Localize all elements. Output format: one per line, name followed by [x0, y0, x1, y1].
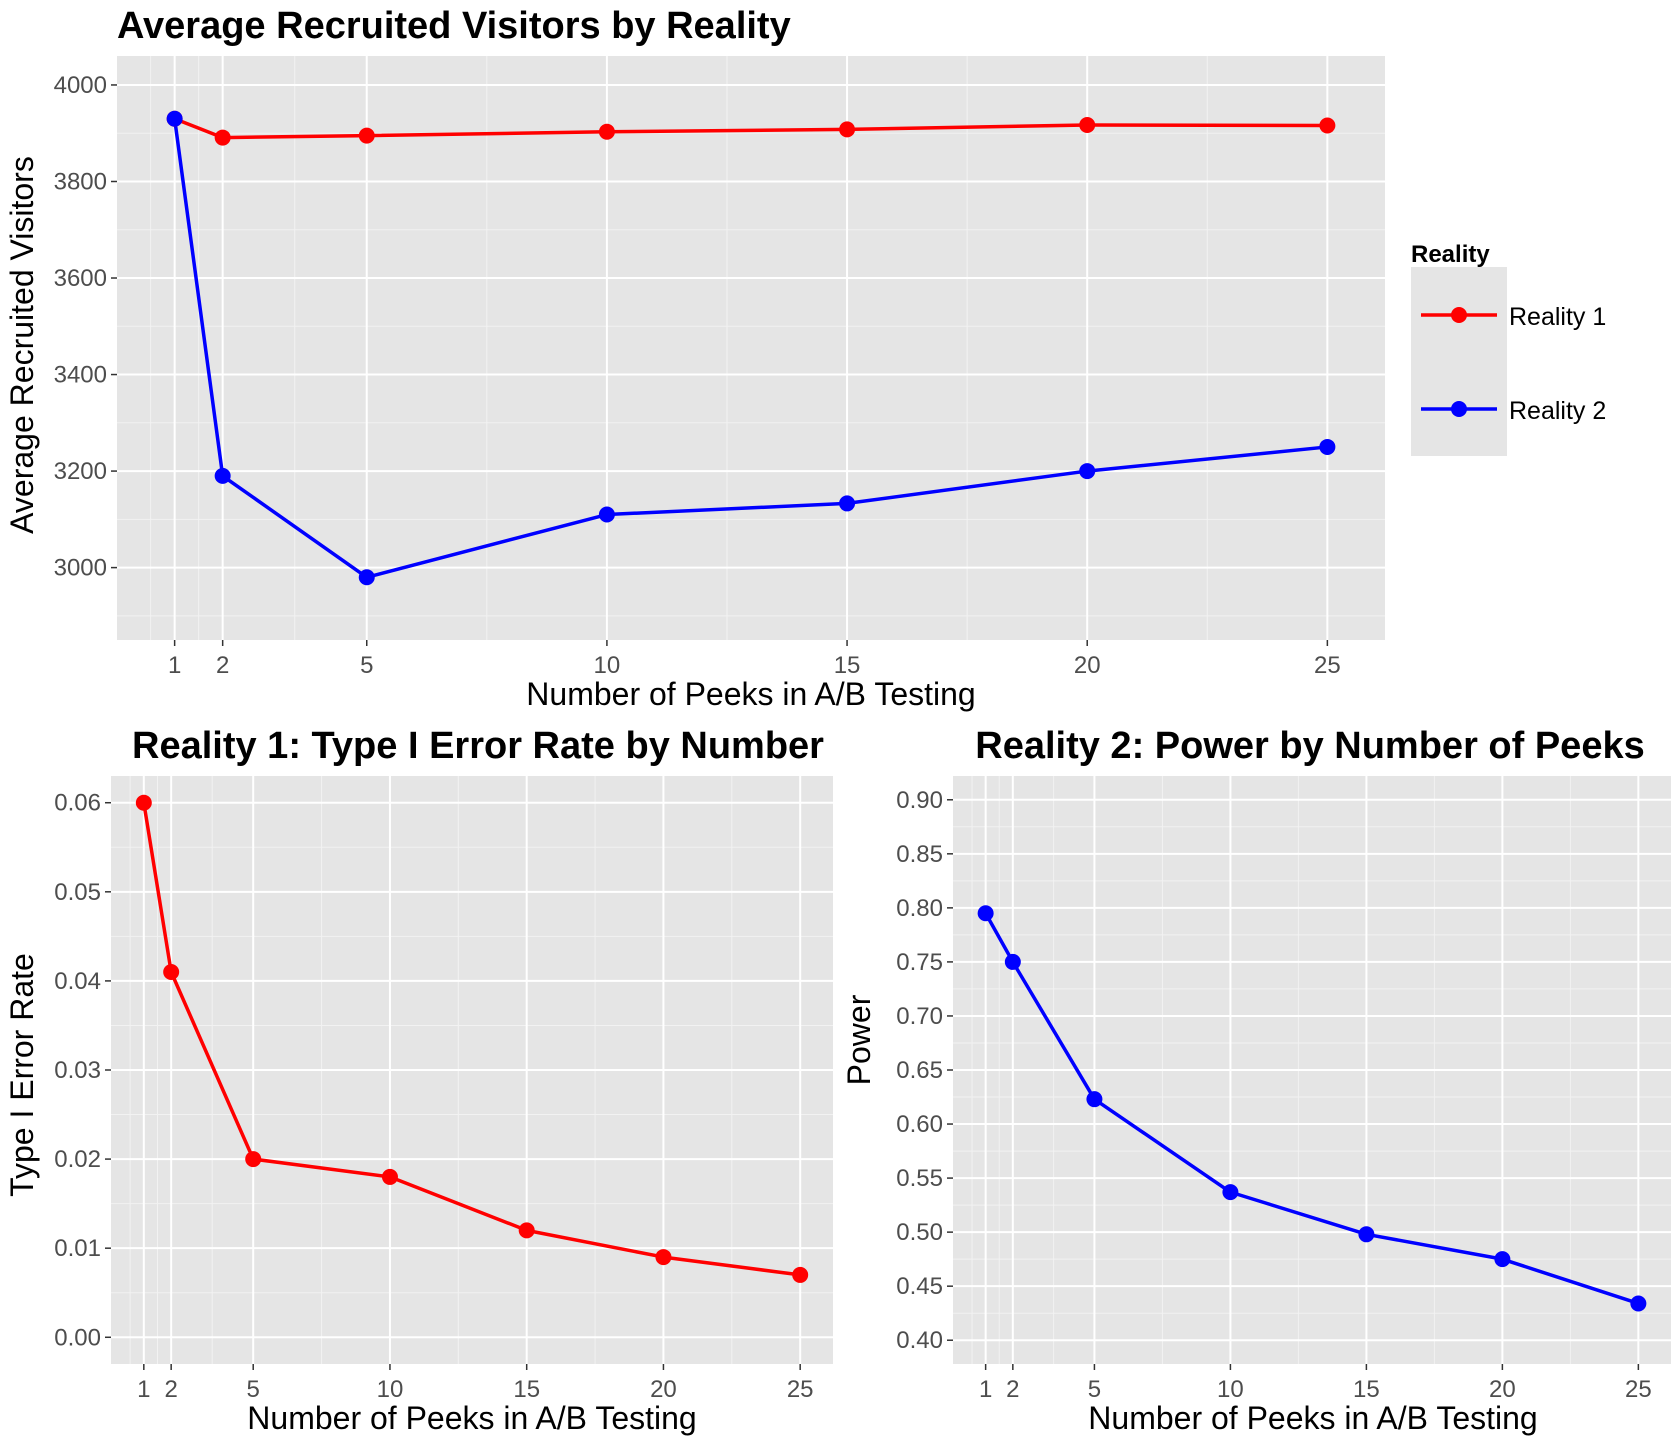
y-tick-label: 0.85	[896, 841, 943, 868]
data-point-series-1	[358, 127, 375, 144]
x-tick-label: 25	[1625, 1376, 1652, 1403]
legend-title: Reality	[1411, 241, 1490, 268]
chart-3-ylabel: Power	[841, 994, 877, 1085]
y-tick-label: 0.05	[54, 879, 101, 906]
x-tick-label: 20	[1074, 652, 1101, 679]
y-tick-label: 0.90	[896, 787, 943, 814]
chart-3-xlabel: Number of Peeks in A/B Testing	[1088, 1400, 1537, 1436]
chart-3-plot: 1 2 5 10 15 20 250.400.450.500.550.600.650.700…	[896, 776, 1671, 1403]
x-tick-label: 2	[1006, 1376, 1019, 1403]
y-tick-label: 3800	[54, 168, 107, 195]
y-tick-label: 0.40	[896, 1327, 943, 1354]
data-point-series-1	[1319, 117, 1336, 134]
y-tick-label: 0.02	[54, 1146, 101, 1173]
y-tick-label: 0.03	[54, 1057, 101, 1084]
y-tick-label: 3400	[54, 362, 107, 389]
x-tick-label: 5	[1088, 1376, 1101, 1403]
x-tick-label: 15	[513, 1376, 540, 1403]
data-point-series-2	[598, 506, 615, 523]
y-tick-label: 0.70	[896, 1003, 943, 1030]
x-tick-label: 5	[360, 652, 373, 679]
chart-2-xlabel: Number of Peeks in A/B Testing	[247, 1400, 696, 1436]
data-point-series-2	[839, 495, 856, 512]
x-tick-label: 15	[1353, 1376, 1380, 1403]
legend-label-reality-1: Reality 1	[1509, 303, 1606, 331]
chart-1-title: Average Recruited Visitors by Reality	[117, 5, 791, 47]
data-point-series-2	[1079, 463, 1096, 480]
x-tick-label: 25	[787, 1376, 814, 1403]
legend-key-point-reality-1	[1451, 307, 1467, 323]
data-point-series-1	[163, 964, 180, 980]
data-point-series-2	[1319, 438, 1336, 455]
chart-1-top: Average Recruited Visitors by Reality 1 2…	[4, 5, 1606, 712]
y-tick-label: 0.45	[896, 1273, 943, 1300]
data-point-series-2	[166, 110, 183, 127]
x-tick-label: 10	[1217, 1376, 1244, 1403]
chart-2-title: Reality 1: Type I Error Rate by Number	[132, 725, 824, 767]
y-tick-label: 3600	[54, 265, 107, 292]
x-tick-label: 10	[377, 1376, 404, 1403]
chart-2-ylabel: Type I Error Rate	[4, 953, 40, 1197]
data-point-series-1	[135, 794, 152, 811]
data-point-series-1	[245, 1151, 262, 1168]
legend-key-background	[1411, 267, 1507, 456]
data-point-series-1	[214, 129, 231, 146]
y-tick-label: 0.50	[896, 1219, 943, 1246]
data-point-series-1	[518, 1222, 535, 1239]
y-tick-label: 3200	[54, 458, 107, 485]
x-tick-label: 1	[168, 652, 181, 679]
x-tick-label: 2	[164, 1376, 177, 1403]
data-point-series-1	[792, 1266, 809, 1283]
y-tick-label: 0.01	[54, 1235, 101, 1262]
legend-label-reality-2: Reality 2	[1509, 397, 1606, 425]
y-tick-label: 0.06	[54, 790, 101, 817]
data-point-series-1	[1079, 117, 1096, 134]
y-tick-label: 0.55	[896, 1165, 943, 1192]
data-point-series-2	[214, 467, 231, 484]
chart-2-plot: 1 2 5 10 15 20 250.000.010.020.030.040.050.06	[54, 776, 833, 1403]
x-tick-label: 1	[979, 1376, 992, 1403]
chart-1-legend: Reality Reality 1 Reality 2	[1411, 241, 1606, 456]
x-tick-label: 10	[594, 652, 621, 679]
y-tick-label: 0.80	[896, 895, 943, 922]
chart-1-xlabel: Number of Peeks in A/B Testing	[526, 676, 975, 712]
data-point-series-1	[1222, 1184, 1239, 1201]
data-point-series-1	[1630, 1295, 1647, 1312]
legend-key-point-reality-2	[1451, 401, 1467, 417]
y-tick-label: 3000	[54, 555, 107, 582]
x-tick-label: 5	[247, 1376, 260, 1403]
y-tick-label: 0.04	[54, 968, 101, 995]
data-point-series-1	[839, 121, 856, 138]
data-point-series-1	[1494, 1251, 1511, 1268]
data-point-series-2	[358, 569, 375, 586]
x-tick-label: 15	[834, 652, 861, 679]
data-point-series-1	[381, 1168, 398, 1185]
data-point-series-1	[1004, 953, 1021, 970]
x-tick-label: 2	[216, 652, 229, 679]
chart-3-title: Reality 2: Power by Number of Peeks	[975, 725, 1644, 767]
x-tick-label: 1	[137, 1376, 150, 1403]
x-tick-label: 20	[650, 1376, 677, 1403]
x-tick-label: 25	[1314, 652, 1341, 679]
y-tick-label: 0.65	[896, 1057, 943, 1084]
data-point-series-1	[598, 123, 615, 140]
y-tick-label: 4000	[54, 72, 107, 99]
data-point-series-1	[655, 1249, 672, 1266]
x-tick-label: 20	[1489, 1376, 1516, 1403]
chart-1-ylabel: Average Recruited Visitors	[4, 156, 40, 534]
data-point-series-1	[1086, 1091, 1103, 1108]
y-tick-label: 0.00	[54, 1324, 101, 1351]
data-point-series-1	[977, 905, 994, 922]
plot-panel	[117, 56, 1385, 640]
data-point-series-1	[1358, 1226, 1375, 1243]
chart-2-bottom-left: Reality 1: Type I Error Rate by Number 1…	[4, 725, 833, 1436]
y-tick-label: 0.75	[896, 949, 943, 976]
y-tick-label: 0.60	[896, 1111, 943, 1138]
